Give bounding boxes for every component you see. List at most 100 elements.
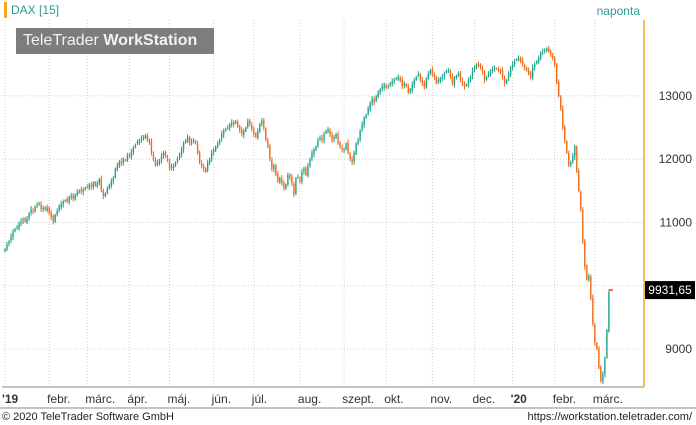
candle xyxy=(138,138,141,146)
candle-body xyxy=(180,149,183,155)
candle-body xyxy=(397,76,399,80)
candle xyxy=(590,274,592,301)
y-tick-label: 9000 xyxy=(665,342,692,356)
candle xyxy=(289,173,291,181)
candle-body xyxy=(483,72,486,81)
candle-body xyxy=(216,143,219,147)
candle-body xyxy=(471,70,474,77)
candle-body xyxy=(231,122,233,125)
candle-body xyxy=(463,83,466,87)
candle xyxy=(347,139,349,155)
candle xyxy=(357,137,359,146)
candle-body xyxy=(92,183,94,187)
candle-body xyxy=(541,51,544,53)
candle-body xyxy=(465,84,468,86)
candle xyxy=(46,204,48,213)
candle-body xyxy=(535,61,538,64)
candle-body xyxy=(437,80,440,83)
candle-body xyxy=(134,144,137,148)
candle xyxy=(409,87,411,95)
candle xyxy=(120,158,123,167)
candle-body xyxy=(395,78,397,80)
candle-body xyxy=(586,265,588,280)
candle-body xyxy=(564,126,566,141)
candle xyxy=(541,48,544,56)
candle xyxy=(305,166,307,177)
candle-body xyxy=(186,137,189,142)
candle-body xyxy=(503,77,506,84)
candle-body xyxy=(399,77,401,81)
candle xyxy=(319,135,321,142)
candle xyxy=(78,189,80,194)
candle xyxy=(570,160,572,168)
candle xyxy=(114,167,117,179)
candle xyxy=(365,113,367,120)
candle xyxy=(34,205,36,213)
candle xyxy=(556,62,558,85)
candle-body xyxy=(126,155,129,161)
candle xyxy=(463,81,466,90)
candle xyxy=(275,164,277,177)
candle-body xyxy=(124,159,127,161)
x-tick-label: '19 xyxy=(2,392,19,406)
candle xyxy=(562,105,564,131)
candle xyxy=(42,205,44,213)
candle xyxy=(552,52,554,61)
candle xyxy=(395,77,397,81)
candle xyxy=(419,72,422,83)
candle xyxy=(176,156,179,164)
candle xyxy=(594,322,596,346)
candle xyxy=(600,365,602,383)
candle xyxy=(24,217,26,223)
candle xyxy=(393,77,395,85)
candle-body xyxy=(359,130,361,140)
candle-body xyxy=(431,69,434,74)
candle-body xyxy=(556,63,558,84)
candle-body xyxy=(327,129,329,132)
candle-body xyxy=(76,192,78,196)
candle-body xyxy=(233,122,235,125)
candle-body xyxy=(423,82,426,87)
candle xyxy=(50,209,52,221)
candle-body xyxy=(588,276,590,281)
candle xyxy=(445,69,448,74)
candle xyxy=(212,147,215,156)
candle xyxy=(537,55,540,64)
candle xyxy=(493,65,496,72)
candle-body xyxy=(184,140,187,143)
candle xyxy=(411,81,413,94)
candle xyxy=(22,217,24,225)
candle-body xyxy=(367,108,369,115)
candle-body xyxy=(176,159,179,162)
candle-body xyxy=(255,133,257,138)
candle-body xyxy=(271,160,273,169)
candle-body xyxy=(363,118,365,126)
candle xyxy=(140,135,143,143)
candle-body xyxy=(445,70,448,73)
candle-body xyxy=(501,70,504,77)
candle xyxy=(527,67,530,76)
candle-body xyxy=(150,141,153,153)
candle xyxy=(533,62,536,71)
candle-body xyxy=(574,146,576,157)
candle-body xyxy=(289,174,291,179)
candle xyxy=(485,75,488,81)
candle-body xyxy=(435,76,438,84)
candle xyxy=(243,128,245,139)
candle-body xyxy=(604,358,606,375)
candle-body xyxy=(433,74,436,77)
candle-body xyxy=(525,67,528,71)
candle xyxy=(220,130,223,142)
candle-body xyxy=(572,156,574,162)
source-url[interactable]: https://workstation.teletrader.com/ xyxy=(527,411,692,423)
candle-body xyxy=(142,137,145,139)
candle xyxy=(20,218,22,227)
candle-body xyxy=(104,193,107,197)
candle-body xyxy=(339,142,341,147)
x-tick-label: dec. xyxy=(472,392,495,406)
period-label[interactable]: naponta xyxy=(596,4,640,18)
candle-body xyxy=(84,187,86,190)
candle-body xyxy=(170,166,173,168)
candle xyxy=(170,163,173,171)
